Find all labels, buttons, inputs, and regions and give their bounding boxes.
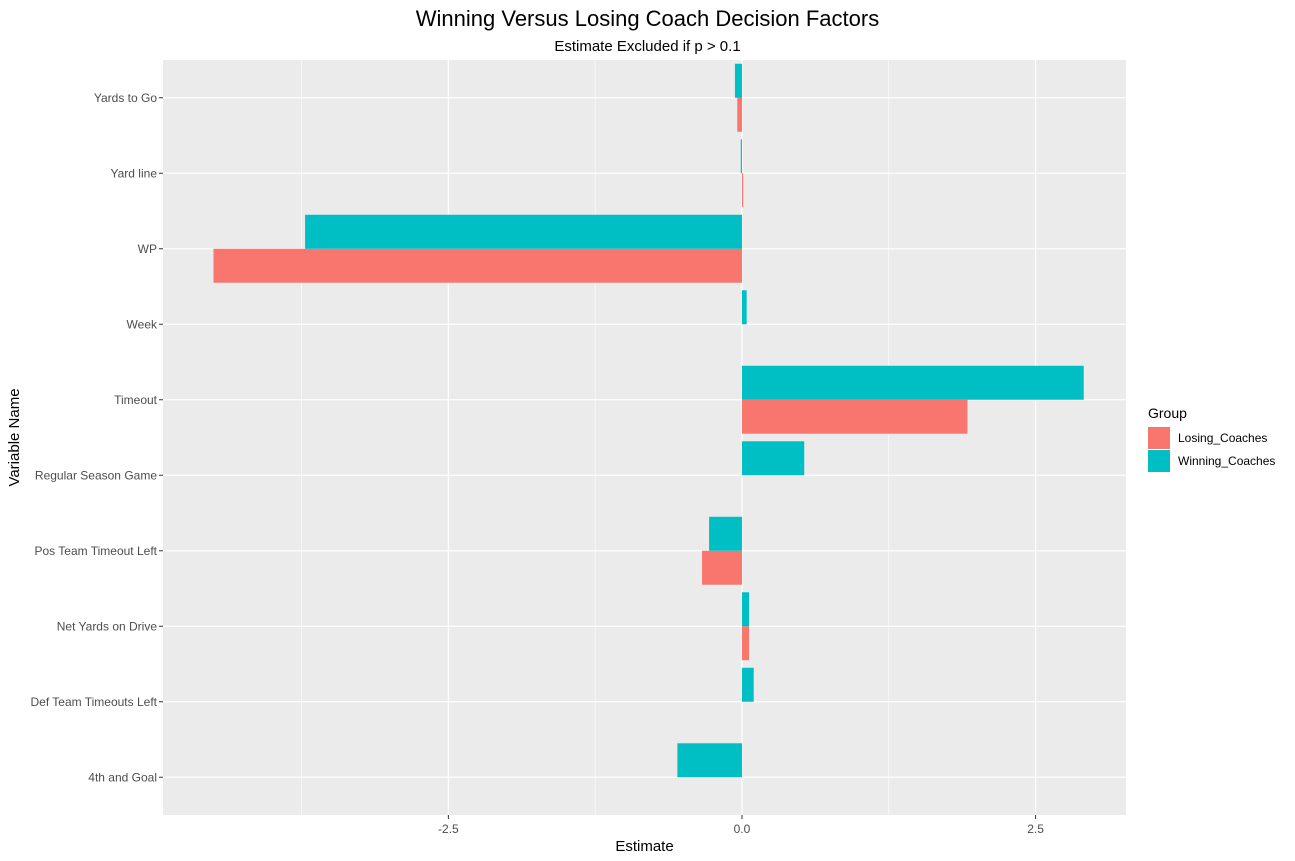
legend-title: Group bbox=[1148, 405, 1187, 421]
bar-winning-coaches bbox=[709, 516, 742, 551]
bars bbox=[213, 63, 1084, 778]
y-tick-label: Week bbox=[127, 317, 158, 331]
chart-title: Winning Versus Losing Coach Decision Fac… bbox=[416, 6, 879, 31]
y-tick-label: WP bbox=[138, 242, 157, 256]
bar-losing-coaches bbox=[737, 97, 742, 132]
x-axis: -2.5 0.0 2.5 bbox=[438, 815, 1044, 836]
bar-winning-coaches bbox=[741, 667, 754, 702]
y-tick-label: Def Team Timeouts Left bbox=[30, 695, 157, 709]
y-tick-label: Yard line bbox=[111, 166, 158, 180]
legend-label: Winning_Coaches bbox=[1178, 454, 1275, 468]
y-axis: Yards to Go Yard line WP Week Timeout Regular… bbox=[30, 91, 163, 784]
plot-panel bbox=[163, 60, 1126, 815]
x-tick-label: 2.5 bbox=[1027, 822, 1044, 836]
bar-winning-coaches bbox=[741, 592, 750, 627]
bar-winning-coaches bbox=[305, 214, 742, 249]
bar-winning-coaches bbox=[741, 290, 747, 325]
bar-losing-coaches bbox=[741, 173, 744, 208]
y-tick-label: Yards to Go bbox=[94, 91, 157, 105]
y-tick-label: 4th and Goal bbox=[88, 770, 157, 784]
y-tick-label: Net Yards on Drive bbox=[57, 619, 158, 633]
legend-label: Losing_Coaches bbox=[1178, 431, 1267, 445]
y-axis-title: Variable Name bbox=[6, 388, 23, 486]
bar-winning-coaches bbox=[734, 63, 742, 98]
x-tick-label: -2.5 bbox=[438, 822, 459, 836]
y-tick-label: Timeout bbox=[114, 393, 158, 407]
y-tick-label: Regular Season Game bbox=[35, 468, 157, 482]
legend-key-winning-coaches bbox=[1148, 450, 1170, 472]
bar-winning-coaches bbox=[741, 441, 805, 476]
legend-key-losing-coaches bbox=[1148, 427, 1170, 449]
bar-winning-coaches bbox=[677, 743, 742, 778]
bar-losing-coaches bbox=[702, 550, 742, 585]
bar-losing-coaches bbox=[213, 248, 742, 283]
bar-losing-coaches bbox=[741, 626, 750, 661]
legend: Group Losing_Coaches Winning_Coaches bbox=[1148, 405, 1275, 472]
x-axis-title: Estimate bbox=[615, 838, 673, 855]
y-tick-label: Pos Team Timeout Left bbox=[34, 544, 157, 558]
bar-winning-coaches bbox=[740, 139, 742, 174]
bar-losing-coaches bbox=[741, 399, 968, 434]
x-tick-label: 0.0 bbox=[734, 822, 751, 836]
chart-subtitle: Estimate Excluded if p > 0.1 bbox=[554, 38, 740, 55]
bar-winning-coaches bbox=[741, 365, 1084, 400]
